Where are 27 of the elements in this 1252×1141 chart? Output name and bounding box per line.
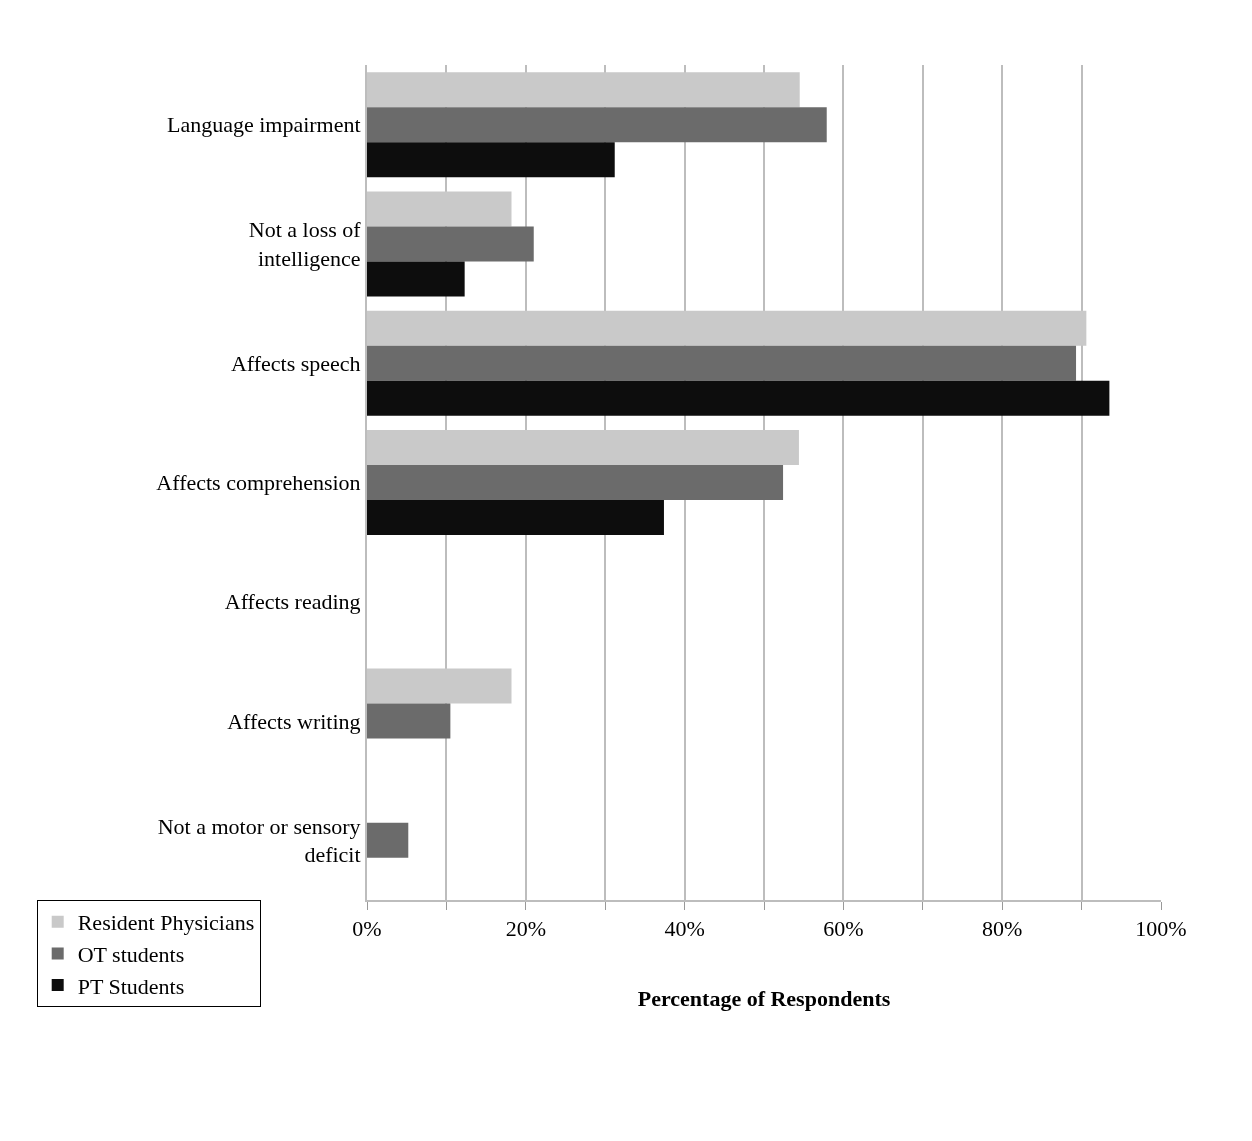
bar [367, 226, 534, 262]
bar [367, 345, 1077, 381]
y-tick-label: Affects speech [230, 350, 361, 376]
y-tick-label: Affects comprehension [156, 470, 361, 496]
bar [367, 703, 451, 739]
bar [367, 822, 409, 858]
bar [367, 107, 827, 143]
x-axis-title: Percentage of Respondents [637, 985, 891, 1011]
y-tick-label: Not a motor or sensory deficit [157, 813, 361, 868]
x-tick-label: 100% [1135, 916, 1187, 942]
y-tick-label: Language impairment [166, 112, 361, 138]
legend-label: PT Students [77, 973, 185, 999]
x-tick-label: 40% [664, 916, 705, 942]
legend-label: Resident Physicians [77, 910, 255, 936]
legend-label: OT students [77, 941, 185, 967]
bar [367, 142, 615, 178]
y-tick-label: Affects reading [224, 589, 361, 615]
y-tick-label: Affects writing [227, 708, 361, 734]
bar [367, 500, 664, 535]
bar [367, 465, 784, 500]
x-tick-label: 20% [505, 916, 546, 942]
x-tick-label: 80% [982, 916, 1023, 942]
bar [367, 261, 465, 297]
y-tick-label: Not a loss of intelligence [248, 217, 362, 271]
bar [367, 380, 1110, 416]
x-tick-label: 60% [823, 916, 864, 942]
x-tick-label: 0% [352, 916, 382, 942]
